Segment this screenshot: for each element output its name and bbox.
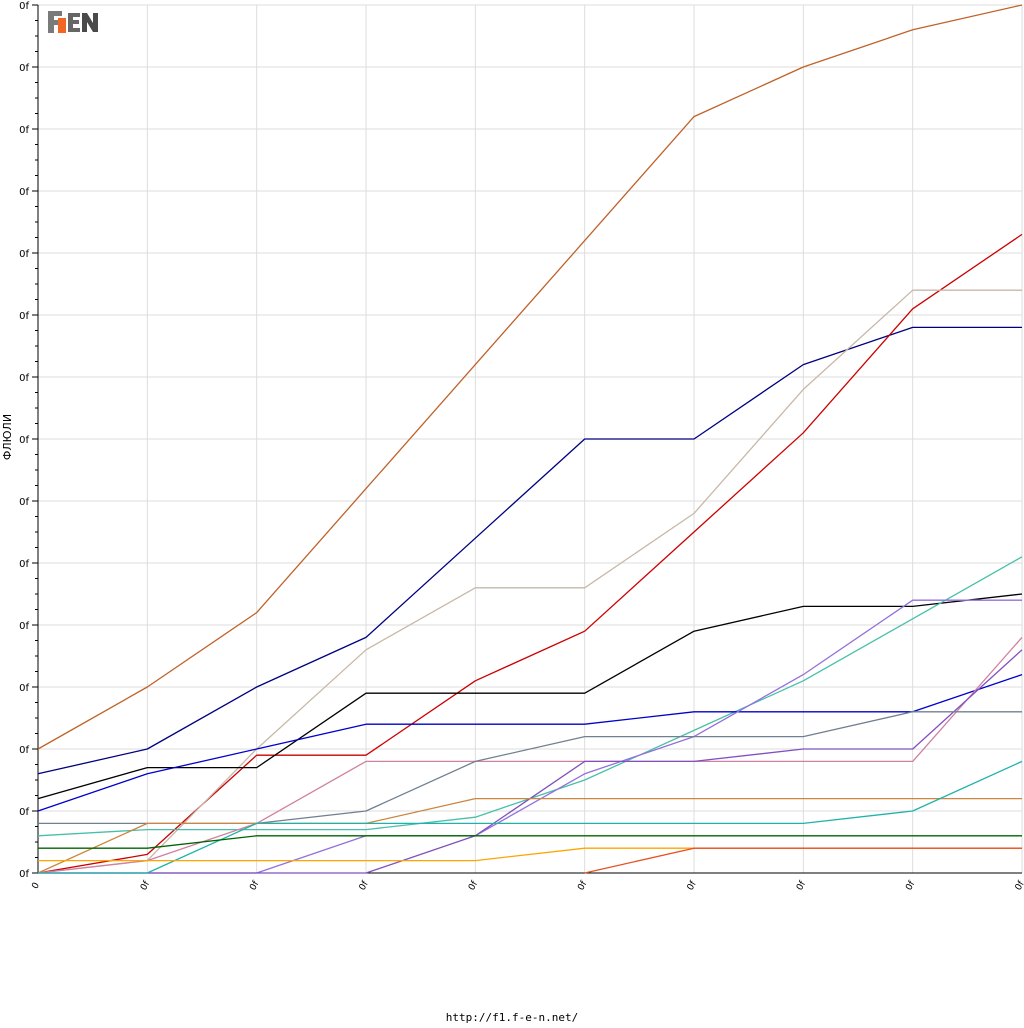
series-line-4 — [37, 289, 1022, 874]
y-tick-label: 0f — [19, 745, 29, 756]
series-lines — [37, 4, 1023, 874]
x-tick-label: 0f — [904, 879, 918, 892]
x-tick-label: 0 — [31, 881, 43, 891]
y-tick-label: 0f — [19, 559, 29, 570]
series-line-16 — [584, 847, 1022, 874]
y-tick-label: 0f — [19, 497, 29, 508]
y-tick-label: 0f — [19, 63, 29, 74]
y-tick-label: 0f — [19, 373, 29, 384]
series-line-3 — [37, 233, 1023, 874]
series-line-13 — [38, 760, 1023, 874]
y-tick-label: 0f — [19, 869, 29, 880]
series-line-14 — [38, 835, 1022, 849]
y-tick-label: 0f — [19, 125, 29, 136]
y-tick-label: 0f — [19, 187, 29, 198]
x-tick-label: 0f — [139, 879, 153, 892]
series-line-12 — [37, 797, 1022, 874]
y-tick-label: 0f — [19, 807, 29, 818]
series-line-2 — [37, 326, 1022, 775]
grid — [37, 4, 1023, 874]
x-tick-label: 0f — [467, 879, 481, 892]
x-tick-label: 0f — [795, 879, 809, 892]
x-tick-label: 0f — [1014, 879, 1024, 892]
series-line-1 — [37, 4, 1023, 750]
y-tick-label: 0f — [19, 311, 29, 322]
y-tick-label: 0f — [19, 435, 29, 446]
y-tick-label: 0f — [19, 683, 29, 694]
series-line-6 — [37, 556, 1023, 837]
series-line-7 — [37, 673, 1023, 812]
x-tick-label: 0f — [358, 879, 372, 892]
x-tick-label: 0f — [576, 879, 590, 892]
x-tick-label: 0f — [248, 879, 262, 892]
y-tick-label: 0f — [19, 621, 29, 632]
f1en-logo — [46, 8, 100, 36]
series-line-15 — [38, 847, 1022, 862]
series-line-9 — [37, 636, 1023, 874]
series-line-5 — [37, 593, 1023, 800]
y-axis-label: ФЛЮЛИ — [1, 413, 14, 461]
x-tick-label: 0f — [686, 879, 700, 892]
y-tick-label: 0f — [19, 249, 29, 260]
footer-url[interactable]: http://f1.f-e-n.net/ — [445, 1011, 579, 1024]
y-tick-label: 0f — [19, 1, 29, 12]
